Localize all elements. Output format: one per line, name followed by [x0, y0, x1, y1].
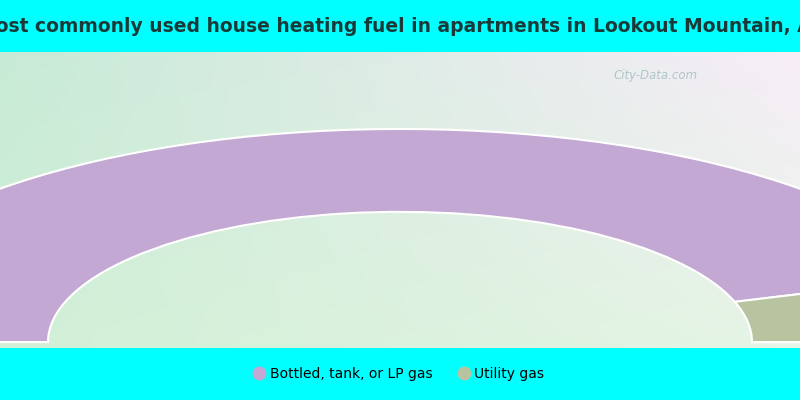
Text: City-Data.com: City-Data.com: [614, 69, 698, 82]
Wedge shape: [0, 129, 800, 342]
Legend: Bottled, tank, or LP gas, Utility gas: Bottled, tank, or LP gas, Utility gas: [250, 362, 550, 386]
Wedge shape: [734, 276, 800, 342]
Text: Most commonly used house heating fuel in apartments in Lookout Mountain, AL: Most commonly used house heating fuel in…: [0, 16, 800, 36]
